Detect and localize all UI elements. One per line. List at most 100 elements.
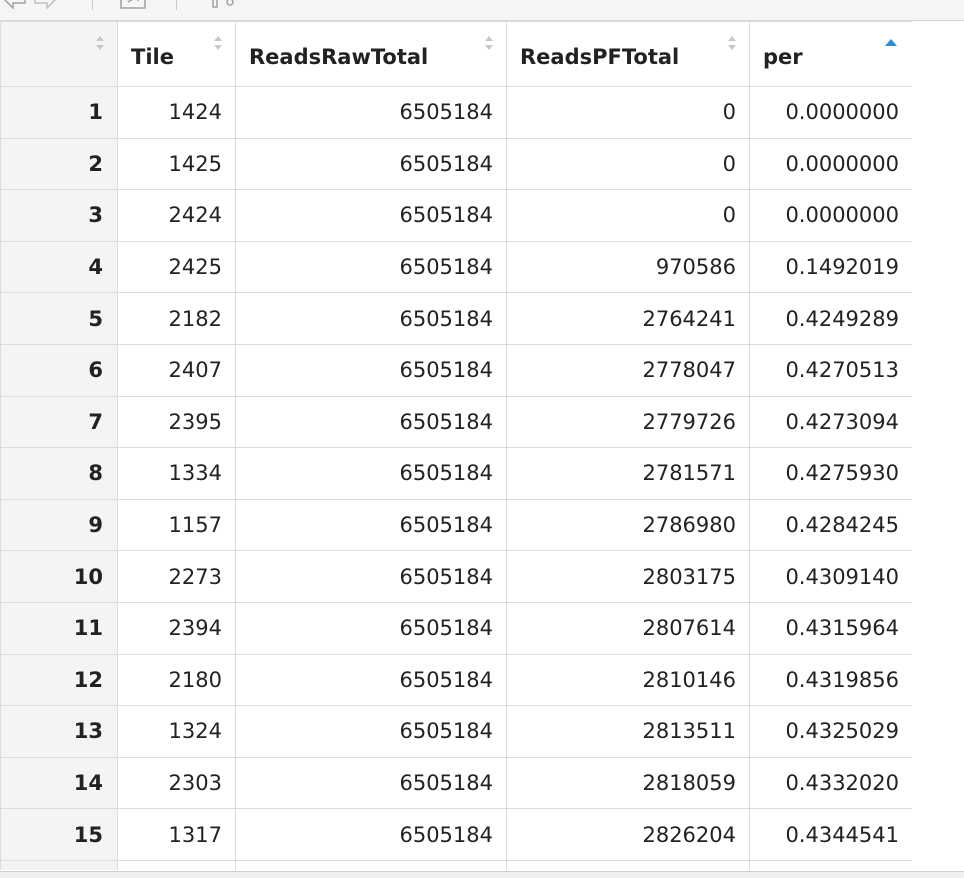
row-number-cell: 3	[0, 189, 118, 242]
tile-cell: 1157	[117, 498, 236, 552]
tile-cell: 2425	[117, 240, 236, 294]
reads-raw-total-cell: 6505184	[235, 550, 507, 603]
tile-cell: 2395	[117, 395, 236, 449]
tile-cell: 2180	[117, 653, 236, 707]
tile-cell: 2303	[117, 756, 236, 810]
table-container[interactable]: Tile ReadsRawTotal ReadsPFTotal	[0, 21, 912, 870]
table-row: 2 1425 6505184 0 0.0000000	[0, 137, 912, 191]
reads-raw-total-cell: 6505184	[235, 292, 507, 345]
row-number-cell: 10	[0, 550, 118, 603]
row-number-cell: 6	[0, 343, 118, 397]
sort-both-icon	[214, 36, 222, 50]
row-number-cell: 15	[0, 808, 118, 861]
tile-cell: 2182	[117, 292, 236, 345]
reads-pf-total-cell: 0	[506, 137, 750, 191]
table-row: 3 2424 6505184 0 0.0000000	[0, 189, 912, 242]
per-cell: 0.0000000	[749, 137, 912, 191]
reads-pf-total-cell: 2778047	[506, 343, 750, 397]
reads-pf-total-cell: 2813511	[506, 705, 750, 758]
row-number-cell: 8	[0, 447, 118, 500]
reads-raw-total-cell: 6505184	[235, 240, 507, 294]
tile-cell: 1317	[117, 808, 236, 861]
table-row: 15 1317 6505184 2826204 0.4344541	[0, 808, 912, 861]
reads-pf-total-cell: 2764241	[506, 292, 750, 345]
per-cell: 0.4319856	[749, 653, 912, 707]
column-header-label: ReadsPFTotal	[520, 45, 680, 69]
column-header-readsrawtotal[interactable]: ReadsRawTotal	[235, 21, 507, 87]
reads-raw-total-cell: 6505184	[235, 86, 507, 139]
sort-both-icon	[96, 36, 104, 50]
per-cell: 0.4273094	[749, 395, 912, 449]
reads-raw-total-cell: 6505184	[235, 808, 507, 861]
row-number-cell: 14	[0, 756, 118, 810]
reads-pf-total-cell: 2826204	[506, 808, 750, 861]
per-cell: 0.4309140	[749, 550, 912, 603]
data-table: Tile ReadsRawTotal ReadsPFTotal	[0, 21, 912, 870]
reads-pf-total-cell: 2807614	[506, 601, 750, 655]
back-arrow-icon[interactable]	[2, 0, 28, 10]
table-row: 10 2273 6505184 2803175 0.4309140	[0, 550, 912, 603]
column-header-rownum[interactable]	[0, 21, 118, 87]
table-row: 11 2394 6505184 2807614 0.4315964	[0, 601, 912, 655]
tile-cell: 1425	[117, 137, 236, 191]
toolbar-separator	[92, 0, 93, 10]
per-cell: 0.0000000	[749, 86, 912, 139]
column-header-label: ReadsRawTotal	[249, 45, 429, 69]
row-number-cell: 4	[0, 240, 118, 294]
sort-ascending-icon	[885, 39, 897, 46]
reads-pf-total-cell: 0	[506, 189, 750, 242]
table-row: 14 2303 6505184 2818059 0.4332020	[0, 756, 912, 810]
reads-raw-total-cell: 6505184	[235, 859, 507, 870]
row-number-cell: 1	[0, 86, 118, 139]
reads-raw-total-cell: 6505184	[235, 756, 507, 810]
row-number-cell: 11	[0, 601, 118, 655]
column-header-tile[interactable]: Tile	[117, 21, 236, 87]
row-number-cell: 16	[0, 859, 118, 870]
per-cell: 0.4284245	[749, 498, 912, 552]
row-number-cell: 12	[0, 653, 118, 707]
filter-icon[interactable]	[204, 0, 238, 10]
reads-pf-total-cell: 970586	[506, 240, 750, 294]
per-cell: 0.1492019	[749, 240, 912, 294]
per-cell: 0.4332020	[749, 756, 912, 810]
reads-pf-total-cell: 2781571	[506, 447, 750, 500]
table-row: 161380650518428331200.4355188	[0, 859, 912, 870]
reads-raw-total-cell: 6505184	[235, 137, 507, 191]
column-header-per[interactable]: per	[749, 21, 912, 87]
sort-both-icon	[728, 36, 736, 50]
tile-cell: 2394	[117, 601, 236, 655]
show-in-window-icon[interactable]	[118, 0, 148, 10]
table-row: 4 2425 6505184 970586 0.1492019	[0, 240, 912, 294]
sort-both-icon	[485, 36, 493, 50]
horizontal-scrollbar[interactable]	[0, 871, 964, 878]
header-row: Tile ReadsRawTotal ReadsPFTotal	[0, 21, 912, 87]
column-header-readspftotal[interactable]: ReadsPFTotal	[506, 21, 750, 87]
table-row: 1 1424 6505184 0 0.0000000	[0, 86, 912, 139]
column-header-label: Tile	[131, 45, 174, 69]
tile-cell: 2407	[117, 343, 236, 397]
table-row: 13 1324 6505184 2813511 0.4325029	[0, 705, 912, 758]
reads-raw-total-cell: 6505184	[235, 189, 507, 242]
reads-raw-total-cell: 6505184	[235, 653, 507, 707]
per-cell: 0.4325029	[749, 705, 912, 758]
reads-pf-total-cell: 2803175	[506, 550, 750, 603]
tile-cell: 1334	[117, 447, 236, 500]
table-row: 7 2395 6505184 2779726 0.4273094	[0, 395, 912, 449]
viewer-toolbar	[0, 0, 964, 21]
reads-pf-total-cell: 2833120	[506, 859, 750, 870]
row-number-cell: 2	[0, 137, 118, 191]
reads-raw-total-cell: 6505184	[235, 705, 507, 758]
toolbar-separator	[176, 0, 177, 10]
row-number-cell: 5	[0, 292, 118, 345]
tile-cell: 2273	[117, 550, 236, 603]
reads-raw-total-cell: 6505184	[235, 601, 507, 655]
reads-raw-total-cell: 6505184	[235, 447, 507, 500]
tile-cell: 2424	[117, 189, 236, 242]
reads-raw-total-cell: 6505184	[235, 395, 507, 449]
reads-pf-total-cell: 2818059	[506, 756, 750, 810]
table-body: 1 1424 6505184 0 0.0000000 2 1425 6505184 0 0.000…	[0, 86, 912, 870]
forward-arrow-icon[interactable]	[32, 0, 58, 10]
per-cell: 0.4275930	[749, 447, 912, 500]
table-row: 6 2407 6505184 2778047 0.4270513	[0, 343, 912, 397]
per-cell: 0.4315964	[749, 601, 912, 655]
